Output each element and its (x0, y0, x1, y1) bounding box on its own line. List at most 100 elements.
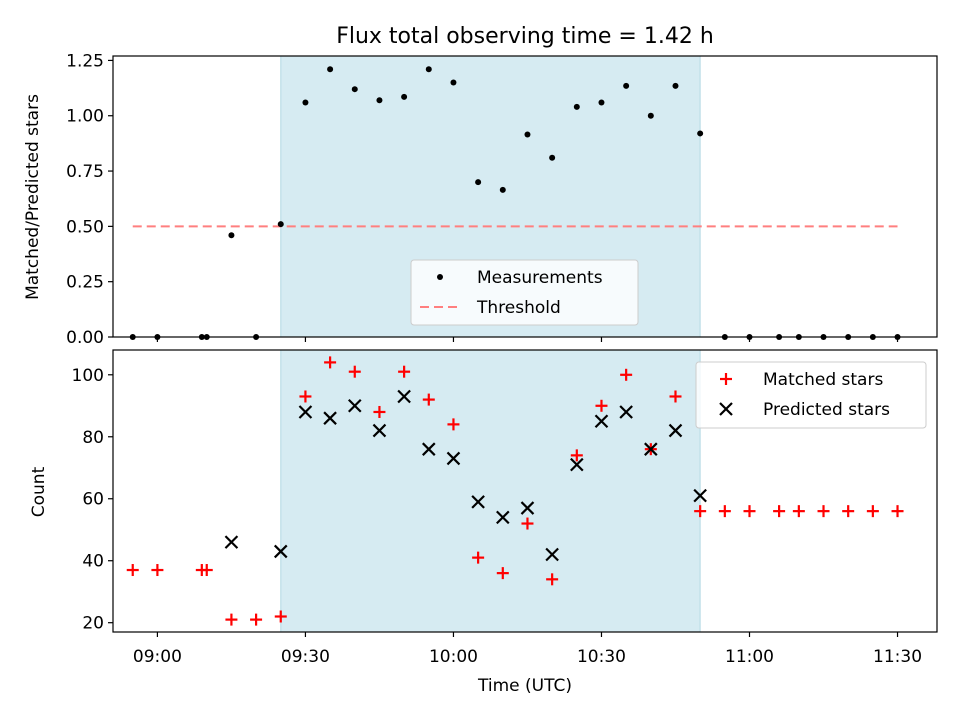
top-plot-frame (112, 55, 938, 338)
matched-star-point (669, 390, 682, 403)
matched-star-point (472, 551, 485, 564)
top-y-tick-label: 0.25 (66, 273, 104, 293)
predicted-star-point (298, 405, 313, 419)
predicted-star-point (397, 389, 411, 404)
x-tick-label: 11:30 (873, 647, 922, 667)
matched-star-point (422, 393, 435, 406)
predicted-star-point (273, 544, 288, 559)
matched-star-point (398, 365, 411, 378)
predicted-star-point (644, 442, 658, 456)
measurement-point (228, 232, 235, 239)
measurement-point (401, 93, 408, 100)
matched-star-point (866, 505, 879, 518)
measurement-point (475, 179, 482, 186)
legend-cross (719, 402, 733, 416)
matched-star-point (447, 418, 460, 431)
predicted-star-point (496, 510, 510, 525)
legend-measurements-marker (437, 274, 443, 280)
legend-threshold-label: Threshold (476, 298, 561, 318)
x-tick-label: 09:30 (281, 647, 330, 667)
measurement-point (647, 112, 654, 119)
observing-window-band-bottom (280, 349, 701, 633)
legend-matched-label: Matched stars (763, 370, 883, 390)
bottom-legend: Matched stars Predicted stars (695, 361, 927, 429)
measurement-point (598, 99, 605, 106)
measurement-point (302, 99, 309, 106)
bottom-y-tick-label: 80 (82, 428, 104, 448)
matched-star-point (570, 449, 583, 462)
predicted-star-point (422, 442, 436, 456)
matched-star-point (773, 505, 786, 518)
legend-plus (720, 373, 732, 385)
top-y-axis-label: Matched/Predicted stars (23, 94, 43, 300)
predicted-star-point (594, 414, 609, 429)
predicted-star-point (471, 495, 485, 509)
top-legend: Measurements Threshold (410, 259, 639, 326)
matched-star-point (299, 390, 312, 403)
legend-predicted-marker (719, 402, 733, 416)
matched-star-point (324, 356, 337, 369)
matched-star-point (842, 505, 855, 518)
matched-star-point (521, 517, 534, 530)
top-y-tick-label: 1.00 (66, 107, 104, 127)
matched-star-point (200, 564, 213, 577)
bottom-y-tick-label: 100 (72, 366, 104, 386)
matched-star-point (225, 613, 238, 626)
top-panel: 0.00 0.25 0.50 0.75 1.00 1.25 Matched/Predict… (23, 51, 938, 348)
predicted-star-point (372, 423, 387, 438)
x-tick-label: 09:00 (133, 647, 182, 667)
top-y-tick-label: 0.50 (66, 217, 104, 237)
measurement-point (351, 86, 358, 93)
x-axis-label: Time (UTC) (477, 676, 572, 696)
matched-star-point (718, 505, 731, 518)
x-tick-label: 10:00 (429, 647, 478, 667)
matched-star-point (126, 564, 139, 577)
measurement-point (425, 66, 432, 73)
matched-star-point (250, 613, 263, 626)
measurement-point (623, 82, 630, 89)
measurement-point (697, 130, 704, 137)
x-tick-label: 11:00 (725, 647, 774, 667)
predicted-star-point (619, 405, 633, 419)
predicted-star-point (668, 423, 683, 438)
predicted-star-point (545, 547, 559, 562)
measurement-point (499, 186, 506, 193)
predicted-star-point (446, 451, 461, 466)
predicted-star-point (224, 535, 239, 549)
measurement-point (277, 221, 284, 228)
matched-star-point (373, 405, 386, 418)
measurement-point (524, 131, 531, 138)
measurement-point (327, 66, 334, 73)
predicted-star-point (520, 501, 535, 515)
legend-predicted-label: Predicted stars (763, 400, 890, 420)
matched-star-point (151, 564, 164, 577)
measurement-point (549, 154, 556, 161)
bottom-y-tick-label: 60 (82, 490, 104, 510)
matched-star-point (274, 610, 287, 623)
measurement-point (376, 97, 383, 104)
bottom-plot-frame (112, 349, 938, 633)
matched-star-point (817, 505, 830, 518)
bottom-y-tick-label: 20 (82, 614, 104, 634)
x-tick-label: 10:30 (577, 647, 626, 667)
legend-measurements-label: Measurements (477, 268, 603, 288)
measurement-point (450, 79, 457, 86)
predicted-star-point (693, 488, 707, 503)
matched-star-point (348, 365, 361, 378)
chart-title: Flux total observing time = 1.42 h (336, 24, 714, 49)
top-y-tick-label: 1.25 (66, 51, 104, 71)
top-y-tick-label: 0.00 (66, 328, 104, 348)
legend-matched-marker (720, 373, 732, 385)
measurement-point (573, 103, 580, 110)
matched-star-point (792, 505, 805, 518)
matched-star-point (694, 505, 707, 518)
measurement-point (672, 82, 679, 89)
matched-star-point (546, 573, 559, 586)
bottom-y-axis-label: Count (29, 466, 49, 517)
bottom-panel: 20 40 60 80 100 09:00 09:30 10:00 10:30 11:00 11:… (29, 349, 938, 696)
predicted-star-point (570, 457, 584, 472)
matched-star-point (620, 368, 633, 381)
predicted-star-point (323, 411, 337, 425)
bottom-y-tick-label: 40 (82, 552, 104, 572)
